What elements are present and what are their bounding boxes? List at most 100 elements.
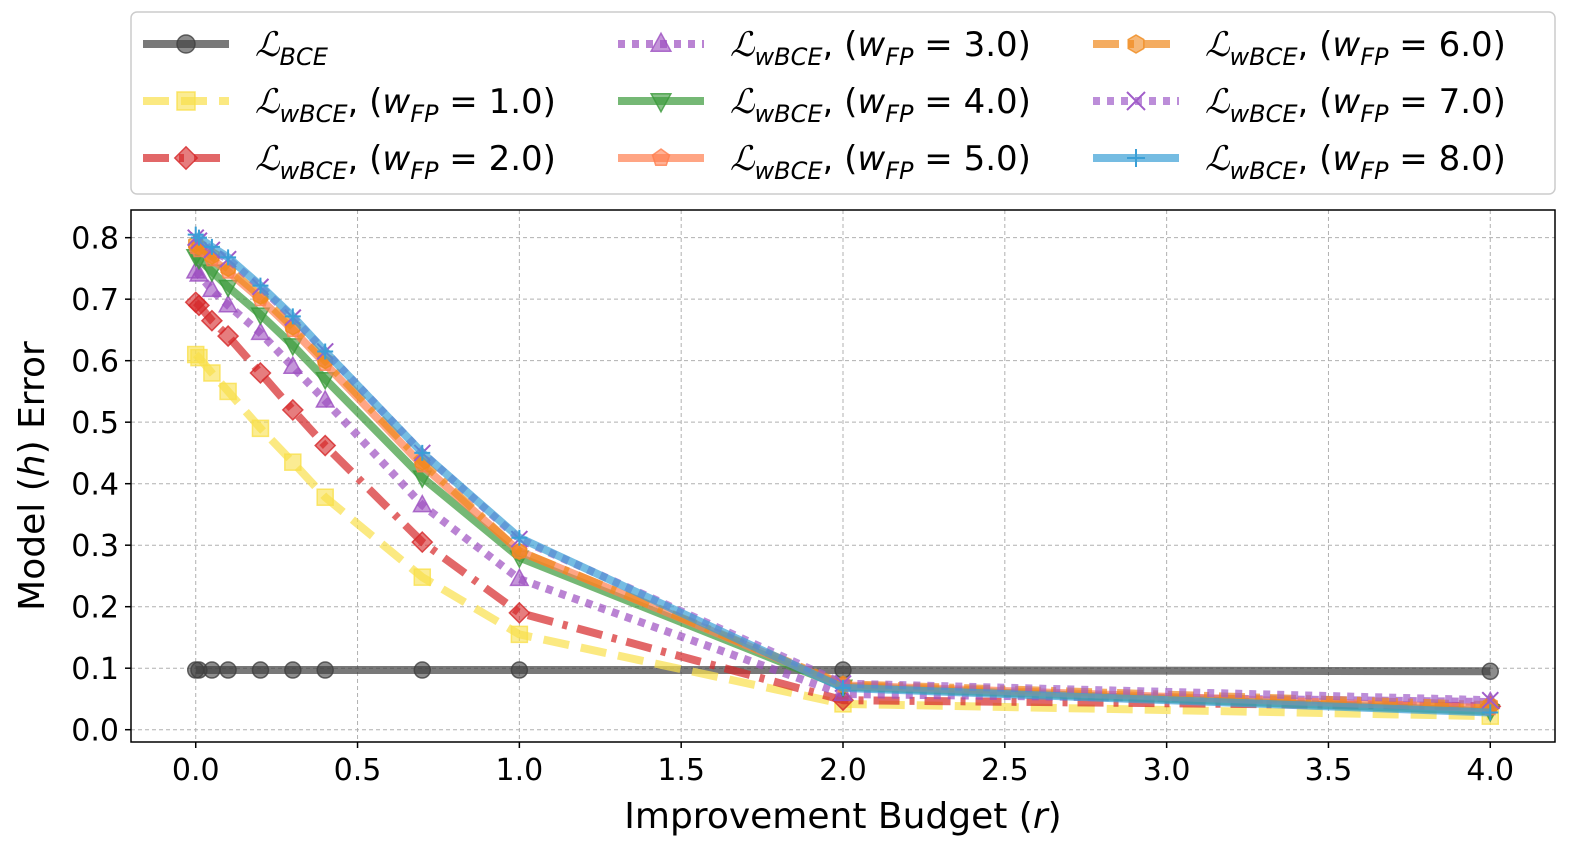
data-point bbox=[218, 294, 239, 313]
legend-label-w: w bbox=[857, 82, 885, 122]
legend-item: ℒwBCE, (wFP = 5.0) bbox=[618, 139, 1031, 185]
legend-label-weight-pre: , ( bbox=[1298, 82, 1333, 122]
legend-box bbox=[130, 11, 1556, 195]
x-tick-label: 0.0 bbox=[172, 753, 220, 788]
data-point bbox=[510, 625, 529, 644]
legend-label-w: w bbox=[382, 139, 410, 179]
x-tick-label: 2.5 bbox=[981, 753, 1029, 788]
data-point bbox=[1481, 691, 1499, 709]
data-point bbox=[251, 419, 270, 438]
data-point bbox=[190, 229, 207, 246]
legend-item: ℒwBCE, (wFP = 3.0) bbox=[618, 25, 1031, 71]
x-axis-title-pre: Improvement Budget ( bbox=[624, 796, 1033, 837]
data-point bbox=[315, 389, 336, 408]
plot-area bbox=[184, 226, 1502, 725]
legend-label-weight-pre: , ( bbox=[348, 82, 383, 122]
data-point bbox=[203, 661, 221, 679]
legend-label: ℒwBCE, (wFP = 4.0) bbox=[730, 82, 1031, 128]
x-tick-label: 4.0 bbox=[1466, 753, 1514, 788]
data-point bbox=[509, 567, 530, 587]
legend-item: ℒwBCE, (wFP = 6.0) bbox=[1093, 25, 1506, 71]
data-point bbox=[412, 494, 433, 513]
y-tick-label: 0.4 bbox=[71, 468, 119, 503]
legend-label-w: w bbox=[382, 82, 410, 122]
legend-label-sub: wBCE bbox=[755, 43, 824, 71]
legend-label-fp: FP bbox=[410, 157, 439, 185]
legend-label-fp: FP bbox=[410, 100, 439, 128]
legend-label-main: ℒ bbox=[255, 82, 281, 122]
data-point bbox=[411, 531, 434, 554]
data-point bbox=[508, 601, 531, 624]
data-point bbox=[316, 488, 334, 506]
series-0 bbox=[186, 661, 1500, 681]
legend-label-fp: FP bbox=[885, 100, 914, 128]
data-point bbox=[250, 307, 271, 326]
x-tick-label: 3.0 bbox=[1143, 753, 1191, 788]
data-point bbox=[203, 238, 220, 255]
legend-label-weight-pre: , ( bbox=[823, 82, 858, 122]
y-tick-label: 0.8 bbox=[71, 222, 119, 257]
legend-item: ℒwBCE, (wFP = 2.0) bbox=[143, 139, 556, 185]
legend-label-sub: wBCE bbox=[1230, 100, 1299, 128]
data-point bbox=[249, 361, 272, 385]
legend-label-weight-pre: , ( bbox=[1298, 139, 1333, 179]
legend-swatch-marker bbox=[1126, 91, 1146, 111]
data-point bbox=[282, 338, 303, 357]
data-point bbox=[317, 343, 334, 360]
legend-label-w: w bbox=[857, 25, 885, 65]
x-tick-label: 0.5 bbox=[334, 753, 382, 788]
data-point bbox=[1481, 662, 1500, 681]
legend-label-main: ℒ bbox=[730, 82, 756, 122]
legend-label-sub: wBCE bbox=[280, 100, 349, 128]
x-axis-title-post: ) bbox=[1048, 796, 1062, 837]
legend-item: ℒwBCE, (wFP = 1.0) bbox=[143, 82, 556, 128]
y-tick-label: 0.6 bbox=[71, 345, 119, 380]
legend-label: ℒwBCE, (wFP = 5.0) bbox=[730, 139, 1031, 185]
legend-label-w: w bbox=[1332, 25, 1360, 65]
data-point bbox=[187, 294, 211, 317]
legend-label-fp: FP bbox=[885, 43, 914, 71]
legend-label-main: ℒ bbox=[1205, 25, 1231, 65]
legend-label-fp: FP bbox=[1360, 100, 1389, 128]
legend-label: ℒwBCE, (wFP = 2.0) bbox=[255, 139, 556, 185]
legend-label-w: w bbox=[857, 139, 885, 179]
legend-label-value: = 8.0) bbox=[1389, 139, 1506, 179]
y-axis-title: Model (h) Error bbox=[12, 341, 53, 611]
legend-label-sub: BCE bbox=[280, 43, 329, 71]
legend-label-sub: wBCE bbox=[1230, 157, 1299, 185]
data-point bbox=[250, 321, 271, 341]
data-point bbox=[252, 277, 269, 294]
legend-item: ℒBCE bbox=[143, 25, 329, 71]
data-point bbox=[413, 661, 432, 679]
y-tick-label: 0.7 bbox=[71, 283, 119, 318]
y-axis-title-var: h bbox=[12, 454, 53, 477]
x-tick-label: 2.0 bbox=[819, 753, 867, 788]
legend-label: ℒwBCE, (wFP = 6.0) bbox=[1205, 25, 1506, 71]
legend-label: ℒBCE bbox=[255, 25, 329, 71]
legend-swatch-marker bbox=[1127, 34, 1145, 54]
data-point bbox=[316, 661, 334, 679]
legend-swatch-marker bbox=[176, 91, 196, 111]
legend-label-sub: wBCE bbox=[755, 100, 824, 128]
legend-label-weight-pre: , ( bbox=[823, 139, 858, 179]
legend-label-fp: FP bbox=[885, 157, 914, 185]
x-tick-label: 3.5 bbox=[1305, 753, 1353, 788]
data-point bbox=[414, 444, 431, 461]
y-tick-label: 0.0 bbox=[71, 714, 119, 749]
data-point bbox=[190, 348, 208, 367]
legend-swatch-marker bbox=[1127, 149, 1145, 167]
legend-label-value: = 7.0) bbox=[1389, 82, 1506, 122]
x-tick-label: 1.5 bbox=[657, 753, 705, 788]
legend-label-fp: FP bbox=[1360, 157, 1389, 185]
legend-item: ℒwBCE, (wFP = 8.0) bbox=[1093, 139, 1506, 185]
y-tick-label: 0.1 bbox=[71, 652, 119, 687]
legend-label-value: = 6.0) bbox=[1389, 25, 1506, 65]
data-point bbox=[284, 308, 301, 325]
legend-label-value: = 4.0) bbox=[914, 82, 1031, 122]
legend-label-w: w bbox=[1332, 82, 1360, 122]
y-tick-label: 0.2 bbox=[71, 591, 119, 626]
legend-swatch-marker bbox=[651, 148, 671, 167]
data-point bbox=[220, 249, 237, 266]
